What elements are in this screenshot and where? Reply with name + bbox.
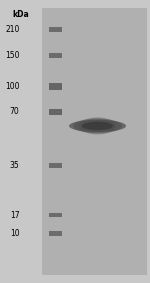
Ellipse shape <box>69 120 126 132</box>
FancyBboxPatch shape <box>49 163 62 168</box>
Ellipse shape <box>73 119 122 133</box>
Text: 17: 17 <box>10 211 20 220</box>
FancyBboxPatch shape <box>49 231 62 235</box>
FancyBboxPatch shape <box>49 83 62 90</box>
FancyBboxPatch shape <box>49 53 62 58</box>
Text: 35: 35 <box>10 161 20 170</box>
Text: 150: 150 <box>5 51 20 60</box>
Text: kDa: kDa <box>13 10 29 19</box>
Ellipse shape <box>79 117 116 134</box>
Text: 210: 210 <box>5 25 20 34</box>
Ellipse shape <box>82 122 113 130</box>
Text: 100: 100 <box>5 82 20 91</box>
FancyBboxPatch shape <box>49 109 62 115</box>
FancyBboxPatch shape <box>42 8 147 275</box>
Text: 10: 10 <box>10 229 20 238</box>
FancyBboxPatch shape <box>49 27 62 32</box>
FancyBboxPatch shape <box>49 213 62 217</box>
Text: 70: 70 <box>10 107 20 116</box>
